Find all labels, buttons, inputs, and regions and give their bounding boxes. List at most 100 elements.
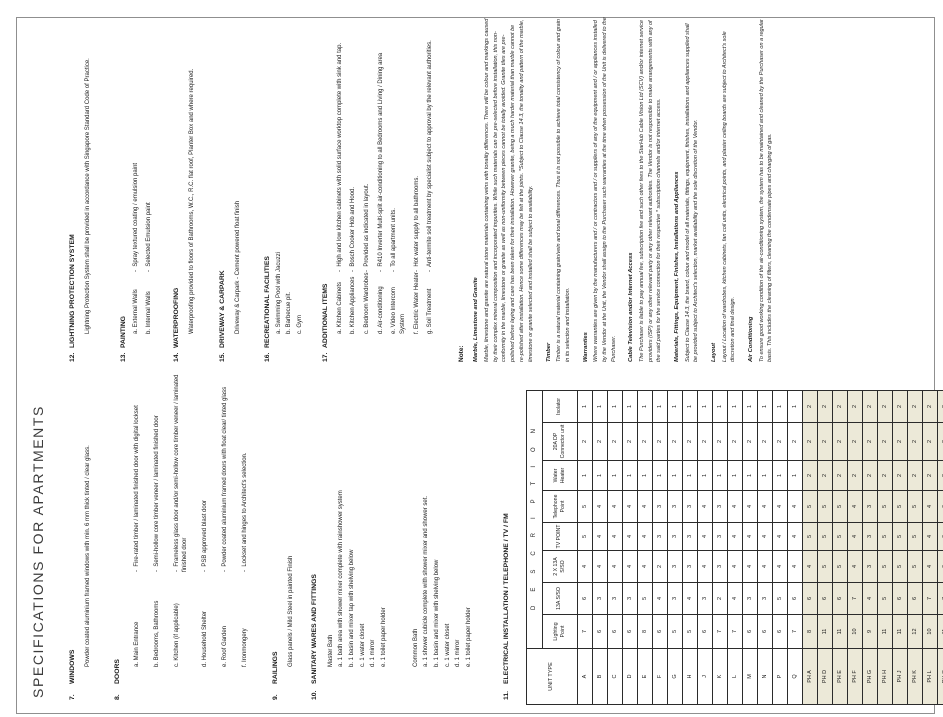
section-number: 16. — [263, 352, 271, 362]
section-sanitary-wares: 10. SANITARY WARES AND FITTINGS Master B… — [310, 356, 474, 700]
value-cell: 2 — [622, 422, 638, 461]
value-cell: 4 — [922, 490, 938, 523]
unit-type-cell: M — [742, 648, 758, 705]
value-cell: 2 — [742, 422, 758, 461]
sanitary-item: e. 1 toilet paper holder — [466, 607, 473, 667]
value-cell: 6 — [622, 614, 638, 649]
value-cell: 2 — [922, 390, 938, 423]
unit-type-cell: F — [652, 648, 668, 705]
value-cell: 4 — [637, 490, 653, 523]
value-cell: 4 — [742, 550, 758, 583]
value-cell: 6 — [652, 614, 668, 649]
value-cell: 5 — [832, 490, 848, 523]
value-cell: 4 — [847, 522, 863, 551]
sanitary-item: a. 1 shower cubicle complete with shower… — [423, 495, 430, 667]
value-cell: 1 — [667, 390, 683, 423]
item-description: Lockset and hinges to Architect's select… — [241, 356, 250, 572]
recreational-items: a. Swimming Pool with Jacuzzi b. Barbecu… — [275, 17, 305, 334]
value-cell: 6 — [892, 582, 908, 615]
painting-item: a. External Walls Spray textured coating… — [132, 17, 141, 334]
item-label: a. External Walls — [133, 289, 140, 334]
description-group-header: DESCRIPTION — [526, 390, 543, 649]
section-body: Powder coated aluminium framed windows w… — [84, 445, 91, 667]
value-cell: 4 — [787, 490, 803, 523]
unit-type-cell: G — [667, 648, 683, 705]
table-row: PH L 10 7 4 4 4 2 2 2 — [922, 390, 938, 705]
value-cell: 1 — [742, 460, 758, 491]
sanitary-item: d. 1 mirror — [370, 639, 377, 667]
item-label: f. Ironmongery — [241, 628, 248, 667]
door-item: b. Bedrooms, Bathrooms Semi-hollow core … — [153, 356, 162, 667]
value-cell: 1 — [787, 460, 803, 491]
sanitary-item: a. 1 bath area with shower mixer complet… — [338, 490, 345, 667]
section-recreational-facilities: 16. RECREATIONAL FACILITIES a. Swimming … — [263, 17, 305, 362]
value-cell: 3 — [667, 522, 683, 551]
value-cell: 4 — [697, 490, 713, 523]
value-cell: 12 — [907, 614, 923, 649]
value-cell: 5 — [802, 522, 818, 551]
note-body: Layout / Location of wardrobes, kitchen … — [721, 31, 737, 362]
electrical-provision-table: UNIT TYPE DESCRIPTION Lighting Point 13A… — [526, 390, 943, 705]
notes-block: Note: Marble, Limestone and Granite Marb… — [457, 17, 775, 362]
column-header: Isolator — [542, 390, 578, 423]
value-cell: 2 — [847, 422, 863, 461]
door-item: d. Household Shelter PSB approved blast … — [201, 356, 210, 667]
item-description: Bosch Cooker Hob and Hood. — [349, 17, 358, 272]
value-cell: 4 — [757, 550, 773, 583]
section-body: Lightning Protection System shall be pro… — [84, 58, 91, 334]
unit-type-cell: E — [637, 648, 653, 705]
value-cell: 2 — [592, 422, 608, 461]
unit-type-cell: P — [772, 648, 788, 705]
value-cell: 2 — [667, 422, 683, 461]
table-row: E 8 5 4 4 4 1 2 1 — [637, 390, 653, 705]
value-cell: 4 — [802, 550, 818, 583]
value-cell: 4 — [787, 550, 803, 583]
value-cell: 1 — [727, 460, 743, 491]
value-cell: 6 — [832, 582, 848, 615]
note-entry: Cable Television and/or Internet Access … — [627, 17, 664, 362]
value-cell: 5 — [817, 490, 833, 523]
note-entry: Warranties Where warranties are given by… — [582, 17, 619, 362]
section-heading: DRIVEWAY & CARPARK — [219, 270, 227, 348]
item-description: Fire-rated timber / laminated finished d… — [133, 356, 142, 572]
item-label: a. Kitchen Cabinets — [336, 281, 343, 334]
value-cell: 10 — [847, 614, 863, 649]
item-description: Powder coated aluminium framed doors wit… — [221, 356, 230, 572]
value-cell: 1 — [592, 460, 608, 491]
door-item: c. Kitchen (if applicable) Frameless gla… — [173, 356, 190, 667]
value-cell: 7 — [847, 582, 863, 615]
value-cell: 1 — [772, 390, 788, 423]
column-header: Lighting Point — [542, 614, 578, 649]
value-cell: 3 — [622, 582, 638, 615]
value-cell: 5 — [877, 550, 893, 583]
item-label: b. Bedrooms, Bathrooms — [154, 600, 161, 667]
value-cell: 2 — [802, 390, 818, 423]
additional-item: f. Electric Water Heater Hot water suppl… — [413, 17, 422, 334]
value-cell: 4 — [922, 550, 938, 583]
unit-type-cell: PH E — [832, 648, 848, 705]
section-number: 9. — [272, 694, 280, 700]
value-cell: 2 — [862, 460, 878, 491]
value-cell: 6 — [757, 614, 773, 649]
note-body: The Purchaser is liable to pay annual fe… — [638, 19, 663, 362]
additional-item: d. Air-conditioning R410 Inverter Multi-… — [377, 17, 386, 334]
table-row: N 6 3 4 4 4 1 2 1 — [757, 390, 773, 705]
value-cell: 4 — [682, 582, 698, 615]
value-cell: 4 — [592, 550, 608, 583]
value-cell: 9 — [862, 614, 878, 649]
value-cell: 2 — [832, 422, 848, 461]
note-heading: Cable Television and/or Internet Access — [628, 252, 635, 362]
table-row: K 7 2 3 3 3 1 2 1 — [712, 390, 728, 705]
item-description: Frameless glass door and/or semi-hollow … — [173, 356, 190, 572]
value-cell: 3 — [667, 582, 683, 615]
note-entry: Materials, Fittings, Equipment, Finishes… — [673, 17, 701, 362]
item-label: a. Main Entrance — [134, 621, 141, 667]
value-cell: 3 — [712, 522, 728, 551]
value-cell: 3 — [667, 490, 683, 523]
value-cell: 4 — [697, 550, 713, 583]
value-cell: 2 — [787, 422, 803, 461]
section-number: 14. — [172, 352, 180, 362]
value-cell: 3 — [862, 550, 878, 583]
value-cell: 3 — [652, 522, 668, 551]
